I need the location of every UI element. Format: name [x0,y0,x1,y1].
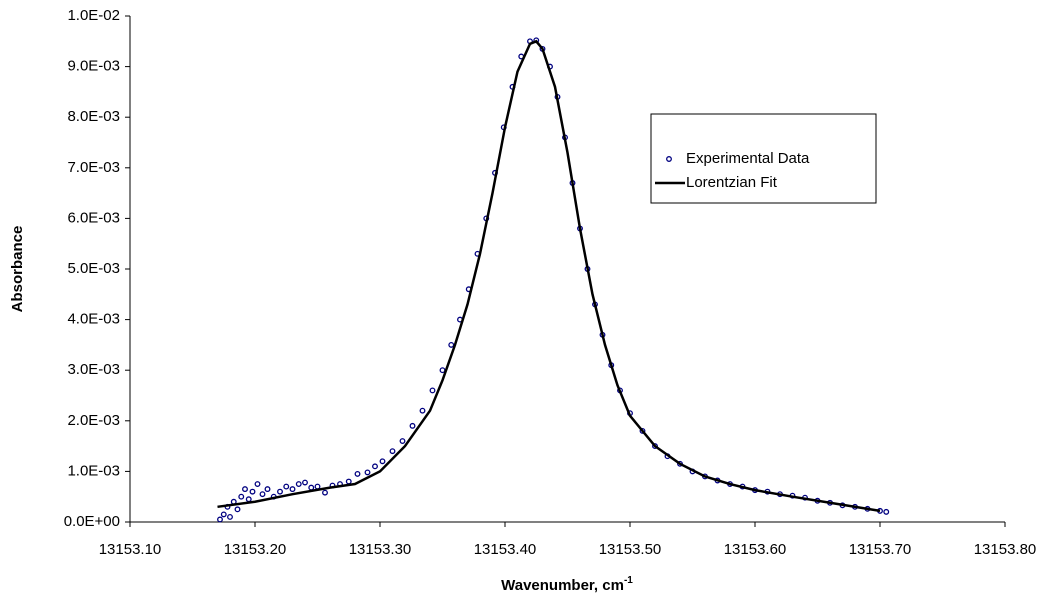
data-point [277,488,283,495]
data-point [345,478,352,485]
data-point [283,483,290,490]
fit-line [217,39,881,513]
legend-box [650,113,877,204]
x-tick-label: 13153.80 [974,541,1037,558]
x-tick-label: 13153.50 [599,541,662,558]
data-point [448,341,455,348]
data-point [295,481,302,487]
y-tick-label: 6.0E-03 [67,209,120,226]
legend-swatch [666,156,672,162]
data-point [364,469,371,476]
y-axis-title: Absorbance [9,226,26,313]
x-axis-title-superscript: -1 [624,575,633,586]
y-tick-label: 2.0E-03 [67,412,120,429]
data-point [217,516,223,523]
y-tick-label: 1.0E-03 [67,462,120,479]
data-point [372,463,378,470]
data-point [234,506,241,513]
legend-label: Lorentzian Fit [686,174,778,191]
data-point [639,427,646,434]
x-tick-label: 13153.30 [349,541,412,558]
data-point [289,486,296,493]
data-point [227,513,233,520]
data-point [354,470,361,477]
legend: Experimental Data Lorentzian Fit [650,113,877,204]
data-point [249,488,256,495]
x-axis-title-text: Wavenumber, cm [501,577,624,594]
y-tick-label: 1.0E-02 [67,7,120,24]
data-point [259,491,266,498]
data-point [308,484,315,491]
data-point [399,438,406,444]
data-point [220,511,227,518]
x-tick-label: 13153.20 [224,541,287,558]
data-point [302,479,308,486]
data-point [429,387,436,394]
data-point [883,508,890,515]
data-point [238,493,245,500]
data-point [439,367,446,374]
y-tick-label: 8.0E-03 [67,108,120,125]
y-tick-label: 4.0E-03 [67,311,120,328]
data-point [314,483,321,490]
data-point [254,481,261,487]
y-tick-label: 5.0E-03 [67,260,120,277]
data-point [652,443,658,450]
x-tick-label: 13153.70 [849,541,912,558]
data-point [242,486,248,493]
x-tick-label: 13153.10 [99,541,162,558]
y-tick-label: 7.0E-03 [67,159,120,176]
data-point [419,407,426,414]
y-tick-label: 3.0E-03 [67,361,120,378]
data-point [409,422,416,429]
data-point [389,448,396,455]
data-point [379,458,386,465]
legend-label: Experimental Data [686,150,810,167]
x-tick-label: 13153.60 [724,541,787,558]
x-tick-label: 13153.40 [474,541,537,558]
data-point [264,486,271,493]
data-point [322,489,328,496]
x-axis-title: Wavenumber, cm-1 [501,575,633,594]
y-tick-label: 0.0E+00 [64,513,120,530]
y-tick-label: 9.0E-03 [67,58,120,75]
data-point [245,496,252,503]
